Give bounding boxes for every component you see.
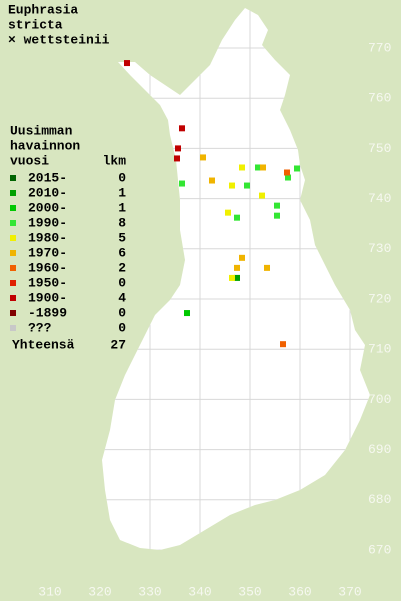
title-line: × wettsteinii bbox=[8, 32, 110, 47]
observation bbox=[284, 169, 290, 176]
legend-label: 2015- bbox=[28, 170, 67, 185]
observation bbox=[225, 209, 231, 216]
observation bbox=[229, 182, 235, 189]
y-tick-label: 700 bbox=[368, 392, 391, 407]
legend-swatch bbox=[10, 250, 16, 256]
legend-swatch bbox=[10, 190, 16, 196]
observation bbox=[234, 214, 240, 221]
legend-count: 0 bbox=[118, 305, 126, 320]
observation bbox=[175, 145, 181, 152]
legend-label: 1970- bbox=[28, 245, 67, 260]
count-header: lkm bbox=[103, 153, 127, 168]
legend-count: 0 bbox=[118, 170, 126, 185]
observation bbox=[294, 165, 300, 172]
x-tick-label: 320 bbox=[88, 584, 111, 599]
legend-count: 4 bbox=[118, 290, 126, 305]
observation bbox=[200, 154, 206, 161]
observation bbox=[184, 310, 190, 317]
legend-label: 1980- bbox=[28, 230, 67, 245]
observation bbox=[280, 341, 286, 348]
y-tick-label: 680 bbox=[368, 492, 391, 507]
observation bbox=[179, 180, 185, 187]
legend-swatch bbox=[10, 295, 16, 301]
title-line: Euphrasia bbox=[8, 2, 78, 17]
legend-label: 1950- bbox=[28, 275, 67, 290]
legend-swatch bbox=[10, 175, 16, 181]
observation bbox=[285, 174, 291, 181]
legend-label: 1900- bbox=[28, 290, 67, 305]
y-tick-label: 740 bbox=[368, 191, 391, 206]
legend-label: 1990- bbox=[28, 215, 67, 230]
legend-count: 8 bbox=[118, 215, 126, 230]
observation bbox=[259, 192, 265, 199]
total-label: Yhteensä bbox=[12, 337, 75, 352]
legend-label: ??? bbox=[28, 320, 52, 335]
legend-title: Uusimman bbox=[10, 123, 73, 138]
y-tick-label: 730 bbox=[368, 241, 391, 256]
x-tick-label: 330 bbox=[138, 584, 161, 599]
legend-swatch bbox=[10, 310, 16, 316]
x-tick-label: 370 bbox=[338, 584, 361, 599]
y-tick-label: 760 bbox=[368, 91, 391, 106]
legend-count: 6 bbox=[118, 245, 126, 260]
observation bbox=[209, 177, 215, 184]
observation bbox=[274, 202, 280, 209]
legend-count: 5 bbox=[118, 230, 126, 245]
legend-swatch bbox=[10, 220, 16, 226]
legend-label: 2000- bbox=[28, 200, 67, 215]
title-line: stricta bbox=[8, 17, 63, 32]
legend-count: 0 bbox=[118, 275, 126, 290]
marks bbox=[124, 60, 300, 348]
x-tick-label: 310 bbox=[38, 584, 61, 599]
y-tick-label: 750 bbox=[368, 141, 391, 156]
legend-swatch bbox=[10, 325, 16, 331]
legend-swatch bbox=[10, 235, 16, 241]
y-tick-label: 670 bbox=[368, 542, 391, 557]
observation bbox=[174, 155, 180, 162]
observation bbox=[239, 254, 245, 261]
legend-label: 2010- bbox=[28, 185, 67, 200]
y-tick-label: 770 bbox=[368, 40, 391, 55]
y-tick-label: 720 bbox=[368, 291, 391, 306]
x-tick-label: 350 bbox=[238, 584, 261, 599]
observation bbox=[239, 164, 245, 171]
legend-count: 1 bbox=[118, 200, 126, 215]
legend-count: 2 bbox=[118, 260, 126, 275]
legend-count: 1 bbox=[118, 185, 126, 200]
total-value: 27 bbox=[110, 337, 126, 352]
y-tick-label: 710 bbox=[368, 342, 391, 357]
y-tick-label: 690 bbox=[368, 442, 391, 457]
observation bbox=[260, 164, 266, 171]
legend-label: -1899 bbox=[28, 305, 67, 320]
observation bbox=[234, 264, 240, 271]
legend-title: vuosi bbox=[10, 153, 49, 168]
observation bbox=[234, 274, 240, 281]
observation bbox=[274, 212, 280, 219]
x-tick-label: 340 bbox=[188, 584, 211, 599]
observation bbox=[229, 274, 235, 281]
x-tick-label: 360 bbox=[288, 584, 311, 599]
observation bbox=[124, 60, 130, 67]
legend-count: 0 bbox=[118, 320, 126, 335]
observation bbox=[255, 164, 261, 171]
legend-label: 1960- bbox=[28, 260, 67, 275]
legend-swatch bbox=[10, 265, 16, 271]
legend-swatch bbox=[10, 280, 16, 286]
legend-title: havainnon bbox=[10, 138, 80, 153]
observation bbox=[244, 182, 250, 189]
observation bbox=[179, 125, 185, 132]
legend-swatch bbox=[10, 205, 16, 211]
observation bbox=[264, 264, 270, 271]
